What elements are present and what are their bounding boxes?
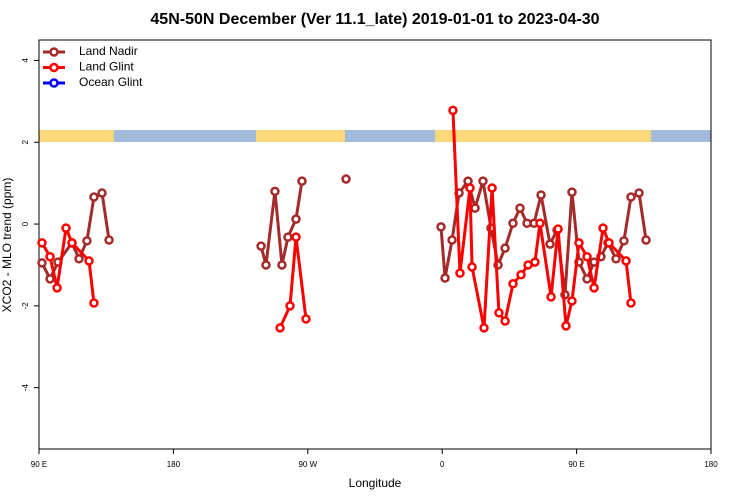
data-point (479, 323, 489, 333)
data-point (465, 183, 475, 193)
data-point (582, 252, 592, 262)
series-line (451, 110, 633, 329)
legend-label: Land Glint (79, 60, 134, 74)
legend-marker (49, 78, 59, 88)
data-point (270, 186, 280, 197)
x-axis-label: Longitude (349, 476, 402, 490)
y-tick-label: 0 (21, 221, 30, 226)
data-point (104, 235, 114, 245)
data-point (84, 256, 94, 266)
data-point (285, 301, 295, 311)
data-point (291, 232, 301, 242)
data-point (567, 296, 577, 306)
data-point (291, 214, 301, 224)
data-point (37, 258, 47, 268)
data-point (619, 236, 629, 246)
data-point (535, 218, 545, 228)
data-point (487, 183, 497, 193)
data-point (494, 308, 504, 318)
data-point (37, 238, 47, 248)
data-point (67, 238, 77, 248)
y-tick-label: 2 (21, 139, 30, 144)
data-point (283, 232, 293, 242)
data-point (626, 192, 636, 202)
legend-label: Ocean Glint (79, 75, 143, 89)
data-point (516, 270, 526, 280)
land-ocean-strip (39, 130, 711, 142)
data-point (589, 283, 599, 293)
series-line (278, 236, 308, 329)
data-point (467, 262, 477, 272)
data-point (256, 241, 266, 251)
data-point (604, 238, 614, 248)
data-point (341, 174, 351, 184)
y-tick-label: -2 (21, 302, 30, 310)
data-point (500, 243, 510, 253)
data-point (508, 218, 518, 228)
chart-title: 45N-50N December (Ver 11.1_late) 2019-01… (150, 11, 599, 28)
x-tick-label: 180 (167, 460, 181, 469)
data-point (52, 283, 62, 293)
data-point (74, 254, 84, 264)
data-point (440, 273, 450, 283)
data-point (634, 188, 644, 198)
data-point (621, 256, 631, 266)
data-point (536, 190, 546, 200)
data-point (45, 274, 55, 284)
data-point (567, 187, 577, 197)
ocean-band (114, 130, 256, 142)
y-tick-label: 4 (21, 58, 30, 63)
data-point (478, 176, 488, 186)
data-point (500, 316, 510, 326)
data-point (508, 279, 518, 289)
data-point (641, 235, 651, 245)
data-point (297, 176, 307, 186)
data-point (611, 254, 621, 264)
data-point (447, 235, 457, 245)
legend-marker (49, 47, 59, 57)
data-point (582, 274, 592, 284)
data-point (546, 292, 556, 302)
data-point (455, 268, 465, 278)
ocean-band (345, 130, 435, 142)
x-tick-label: 90 E (31, 460, 47, 469)
data-point (89, 298, 99, 308)
data-point (89, 192, 99, 202)
data-point (561, 321, 571, 331)
x-tick-label: 90 E (568, 460, 584, 469)
data-point (448, 105, 458, 116)
data-point (436, 222, 446, 232)
ocean-band (651, 130, 711, 142)
data-point (553, 224, 563, 234)
y-tick-label: -4 (21, 384, 30, 392)
data-point (530, 257, 540, 267)
data-point (82, 236, 92, 246)
y-axis-label: XCO2 - MLO trend (ppm) (0, 178, 14, 313)
legend-marker (49, 62, 59, 73)
data-point (61, 223, 71, 233)
data-point (470, 203, 480, 213)
data-point (275, 323, 285, 333)
data-point (574, 238, 584, 248)
x-tick-label: 0 (440, 460, 445, 469)
data-point (97, 188, 107, 198)
data-point (626, 298, 636, 308)
data-point (515, 203, 525, 213)
data-point (301, 314, 311, 324)
x-tick-label: 90 W (298, 460, 317, 469)
data-point (277, 260, 287, 270)
data-point (45, 252, 55, 262)
data-point (598, 223, 608, 233)
legend-label: Land Nadir (79, 44, 138, 58)
data-point (545, 239, 555, 249)
data-point (261, 260, 271, 270)
x-tick-label: 180 (704, 460, 718, 469)
